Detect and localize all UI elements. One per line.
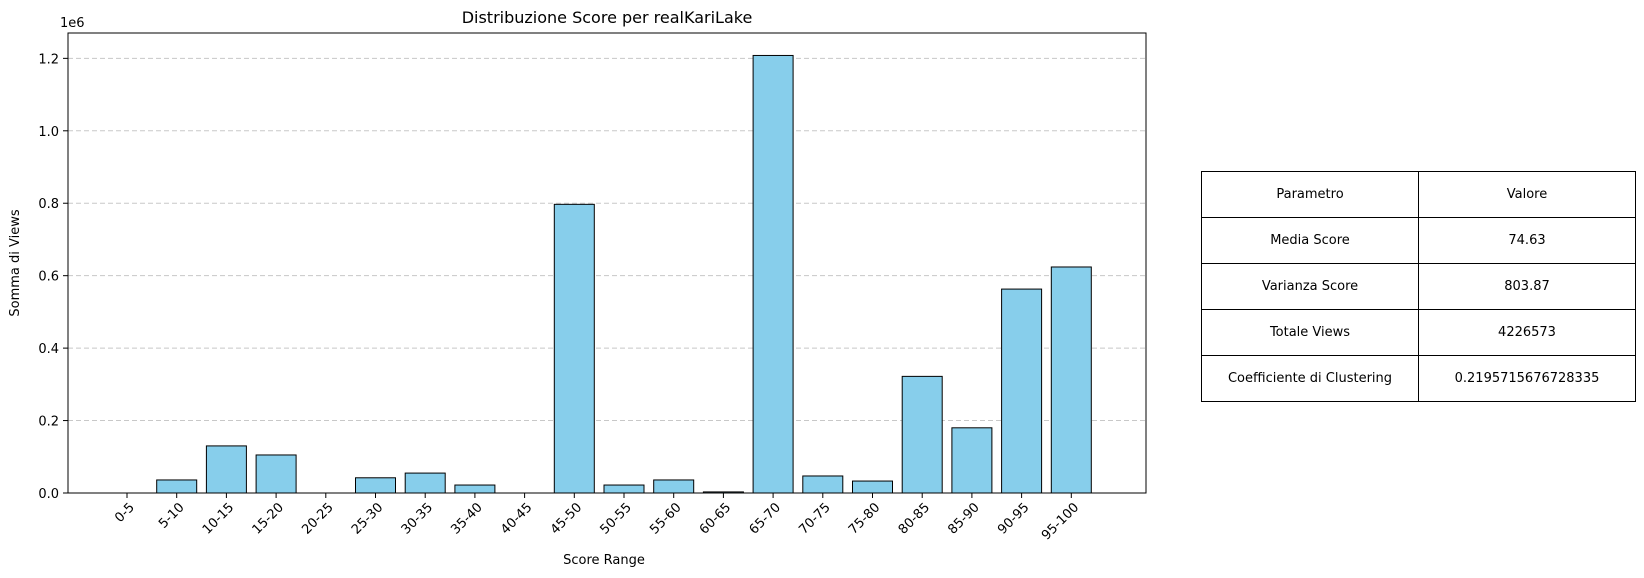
y-axis: 0.0 0.2 0.4 0.6 0.8 1.0 1.2 — [38, 52, 68, 502]
table-cell: Varianza Score — [1201, 263, 1419, 310]
x-tick-label: 60-65 — [697, 500, 734, 537]
y-tick-label: 0.6 — [38, 270, 59, 285]
x-tick-label: 40-45 — [498, 500, 535, 537]
table-cell: 803.87 — [1418, 263, 1636, 310]
x-tick-label: 65-70 — [747, 500, 784, 537]
bar — [1001, 288, 1043, 494]
y-offset-text: 1e6 — [60, 16, 85, 31]
bar — [454, 484, 496, 494]
bar — [951, 427, 993, 494]
x-tick-label: 0-5 — [112, 500, 138, 526]
bar — [255, 454, 297, 494]
bar — [156, 479, 198, 494]
x-axis: 0-5 5-10 10-15 15-20 20-25 25-30 30-35 35-40 40-… — [112, 493, 1082, 543]
x-tick-label: 45-50 — [548, 500, 585, 537]
x-tick-label: 20-25 — [299, 500, 336, 537]
x-tick-label: 70-75 — [796, 500, 833, 537]
table-header-cell: Valore — [1418, 171, 1636, 218]
plot-frame — [67, 32, 1147, 494]
x-tick-label: 85-90 — [945, 500, 982, 537]
table-cell: Totale Views — [1201, 309, 1419, 356]
x-tick-label: 15-20 — [250, 500, 287, 537]
y-tick-label: 0.4 — [38, 342, 59, 357]
table-row: Media Score 74.63 — [1201, 217, 1636, 264]
x-tick-label: 80-85 — [896, 500, 933, 537]
table-cell: 74.63 — [1418, 217, 1636, 264]
bars — [156, 54, 1092, 494]
x-tick-label: 95-100 — [1039, 500, 1082, 543]
x-axis-title: Score Range — [563, 553, 645, 568]
bar — [752, 54, 794, 494]
x-tick-label: 5-10 — [156, 500, 187, 531]
x-tick-label: 55-60 — [647, 500, 684, 537]
table-cell: Media Score — [1201, 217, 1419, 264]
bar — [653, 479, 695, 494]
bar — [355, 477, 396, 494]
table-header-row: Parametro Valore — [1201, 171, 1636, 218]
y-tick-label: 1.2 — [38, 52, 59, 67]
table-row: Coefficiente di Clustering 0.21957156767… — [1201, 355, 1636, 402]
x-tick-label: 35-40 — [448, 500, 485, 537]
bar — [553, 203, 595, 494]
bar — [1050, 266, 1092, 494]
bar — [404, 472, 446, 494]
y-tick-label: 0.0 — [38, 487, 59, 502]
bar — [603, 484, 645, 494]
table-row: Totale Views 4226573 — [1201, 309, 1636, 356]
x-tick-label: 50-55 — [598, 500, 635, 537]
x-tick-label: 25-30 — [349, 500, 386, 537]
y-tick-label: 0.2 — [38, 415, 59, 430]
bar — [901, 375, 943, 494]
x-tick-label: 10-15 — [200, 500, 237, 537]
bar — [205, 445, 247, 494]
table-header-cell: Parametro — [1201, 171, 1419, 218]
x-tick-label: 90-95 — [995, 500, 1032, 537]
y-tick-label: 0.8 — [38, 197, 59, 212]
gridlines — [68, 57, 1146, 422]
table-cell: Coefficiente di Clustering — [1201, 355, 1419, 402]
y-tick-label: 1.0 — [38, 125, 59, 140]
chart-title: Distribuzione Score per realKariLake — [462, 8, 753, 27]
table-cell: 0.2195715676728335 — [1418, 355, 1636, 402]
bar — [852, 480, 893, 494]
stats-table: Parametro Valore Media Score 74.63 Varia… — [1201, 171, 1636, 402]
table-cell: 4226573 — [1418, 309, 1636, 356]
x-tick-label: 30-35 — [399, 500, 436, 537]
table-row: Varianza Score 803.87 — [1201, 263, 1636, 310]
x-tick-label: 75-80 — [846, 500, 883, 537]
bar — [802, 475, 844, 494]
y-axis-title: Somma di Views — [8, 209, 23, 316]
